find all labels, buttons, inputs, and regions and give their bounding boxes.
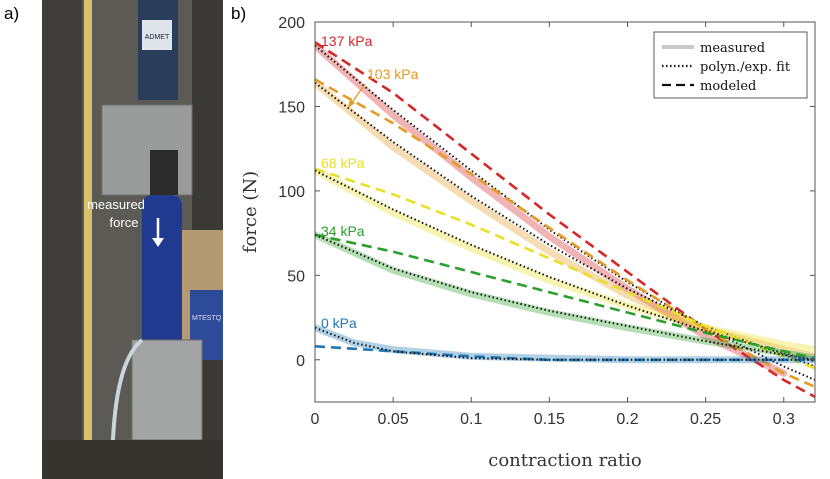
x-tick-label: 0.25	[690, 411, 721, 428]
series-103-kpa-modeled	[315, 78, 815, 388]
series-34-kpa-fit	[315, 233, 815, 361]
series-label-103-kpa: 103 kPa	[367, 66, 419, 82]
series-layer	[315, 41, 815, 399]
x-tick-label: 0.1	[460, 411, 482, 428]
legend: measured polyn./exp. fit modeled	[653, 31, 808, 99]
x-tick-label: 0.05	[378, 411, 409, 428]
series-labels: 137 kPa 103 kPa 68 kPa 34 kPa 0 kPa	[321, 33, 419, 331]
series-label-137-kpa: 137 kPa	[321, 33, 373, 49]
series-137-kpa-modeled	[315, 41, 815, 399]
series-68-kpa-measured	[315, 167, 815, 354]
y-tick-label: 50	[287, 268, 305, 285]
machine-column-left	[42, 0, 82, 479]
legend-measured-label: measured	[700, 41, 765, 56]
force-arrow-head	[152, 238, 164, 247]
annotation-force: force	[110, 215, 139, 230]
ticks-layer: 0 0.05 0.1 0.15 0.2 0.25 0.3 0 50 100 150 200	[278, 15, 815, 428]
series-0-kpa-fit	[315, 326, 815, 361]
y-tick-label: 0	[296, 353, 305, 370]
legend-fit-label: polyn./exp. fit	[700, 60, 791, 75]
brand-plate	[142, 20, 172, 50]
machine-base	[42, 440, 223, 479]
lower-grip	[131, 339, 203, 441]
test-machine-photo: ADMET MTESTQ measured force	[42, 0, 223, 479]
x-tick-label: 0.15	[534, 411, 565, 428]
series-0-kpa-measured	[315, 324, 815, 364]
machine-label: MTESTQ	[192, 315, 222, 322]
series-137-kpa-fit	[315, 44, 815, 381]
upper-grip	[101, 104, 193, 196]
legend-modeled-label: modeled	[700, 79, 756, 94]
series-label-103-kpa-arrowhead	[348, 99, 355, 108]
actuator-specimen	[142, 195, 182, 365]
brand-label: ADMET	[145, 34, 170, 41]
series-label-68-kpa: 68 kPa	[321, 155, 365, 171]
y-axis-label: force (N)	[240, 171, 261, 253]
force-contraction-chart: 0 0.05 0.1 0.15 0.2 0.25 0.3 0 50 100 150 200 contr…	[240, 15, 816, 471]
series-label-103-kpa-arrow	[350, 83, 366, 105]
ruler	[84, 0, 92, 440]
series-label-0-kpa: 0 kPa	[321, 315, 357, 331]
series-34-kpa-modeled	[315, 233, 815, 360]
y-tick-label: 150	[278, 99, 305, 116]
y-tick-label: 200	[278, 15, 305, 32]
x-tick-label: 0	[311, 411, 320, 428]
series-34-kpa-measured	[315, 231, 815, 362]
series-label-34-kpa: 34 kPa	[321, 223, 365, 239]
x-tick-label: 0.3	[773, 411, 795, 428]
series-103-kpa-measured	[315, 79, 815, 360]
x-axis-label: contraction ratio	[488, 450, 641, 471]
panel-label-a: a)	[4, 4, 20, 23]
series-68-kpa-modeled	[315, 167, 815, 370]
annotation-measured: measured	[87, 197, 145, 212]
upper-grip-opening	[150, 150, 178, 195]
plot-frame	[314, 21, 816, 403]
panel-label-b: b)	[231, 4, 247, 23]
x-tick-label: 0.2	[616, 411, 638, 428]
y-tick-label: 100	[278, 184, 305, 201]
series-137-kpa-measured	[315, 42, 788, 377]
